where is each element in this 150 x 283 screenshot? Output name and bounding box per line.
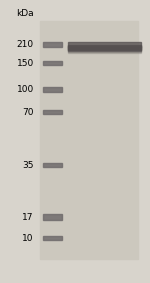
Text: kDa: kDa	[16, 9, 34, 18]
Bar	[43, 163, 62, 167]
Bar	[43, 236, 62, 240]
Bar	[68, 45, 141, 48]
Text: 210: 210	[17, 40, 34, 49]
Text: 70: 70	[22, 108, 34, 117]
Bar	[68, 48, 141, 51]
Text: 150: 150	[16, 59, 34, 68]
Bar	[68, 46, 141, 49]
Bar	[40, 21, 138, 259]
Text: 100: 100	[16, 85, 34, 94]
Bar	[68, 47, 141, 51]
Bar	[68, 49, 141, 52]
Bar	[43, 214, 62, 220]
Bar	[43, 87, 62, 92]
Bar	[68, 46, 141, 50]
Bar	[68, 50, 141, 53]
Bar	[43, 42, 62, 47]
Text: 35: 35	[22, 161, 34, 170]
Bar	[43, 61, 62, 65]
Bar	[68, 45, 141, 47]
Bar	[68, 42, 141, 50]
Bar	[43, 110, 62, 114]
Text: 17: 17	[22, 213, 34, 222]
Text: 10: 10	[22, 234, 34, 243]
